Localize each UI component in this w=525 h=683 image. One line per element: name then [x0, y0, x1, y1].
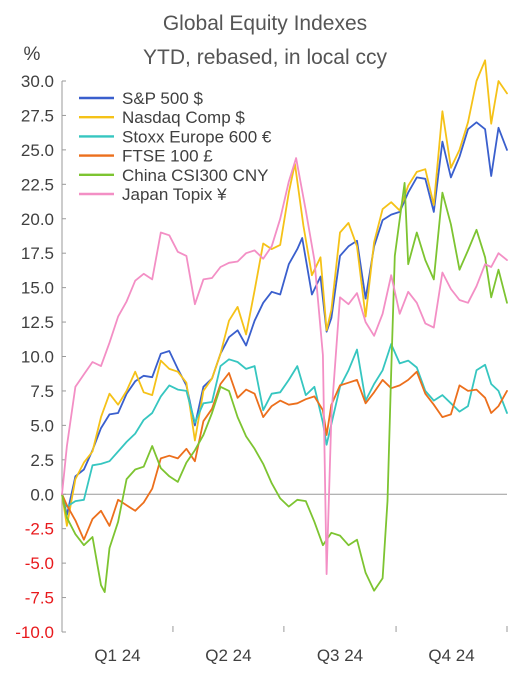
y-tick-label: -5.0	[25, 554, 54, 573]
y-axis-unit-label: %	[24, 44, 41, 65]
legend-label: S&P 500 $	[122, 89, 204, 108]
y-tick-label: 10.0	[21, 348, 54, 367]
y-tick-label: 2.5	[30, 451, 54, 470]
legend-label: Nasdaq Comp $	[122, 108, 245, 127]
y-tick-label: 0.0	[30, 485, 54, 504]
y-tick-label: 7.5	[30, 382, 54, 401]
x-tick-label: Q2 24	[205, 646, 251, 665]
series-line-6	[61, 157, 508, 575]
legend: S&P 500 $Nasdaq Comp $Stoxx Europe 600 €…	[79, 89, 272, 204]
y-tick-label: 25.0	[21, 141, 54, 160]
y-tick-label: 20.0	[21, 210, 54, 229]
chart-title: Global Equity Indexes	[163, 12, 367, 35]
x-axis: Q1 24 Q2 24 Q3 24 Q4 24	[61, 493, 508, 665]
y-tick-label: -7.5	[25, 589, 54, 608]
y-tick-label: 17.5	[21, 244, 54, 263]
series-line-5	[61, 181, 508, 593]
legend-label: Japan Topix ¥	[122, 185, 227, 204]
y-tick-label: 30.0	[21, 72, 54, 91]
legend-label: FTSE 100 £	[122, 147, 213, 166]
series-line-1	[61, 121, 508, 516]
y-tick-label: -10.0	[15, 623, 54, 642]
series-line-2	[61, 59, 508, 527]
legend-label: China CSI300 CNY	[122, 166, 268, 185]
y-tick-label: 15.0	[21, 279, 54, 298]
y-tick-label: 22.5	[21, 175, 54, 194]
legend-label: Stoxx Europe 600 €	[122, 127, 272, 146]
y-tick-label: 5.0	[30, 416, 54, 435]
x-tick-label: Q4 24	[428, 646, 474, 665]
series-line-3	[61, 343, 508, 508]
chart-subtitle: YTD, rebased, in local ccy	[143, 46, 387, 69]
y-tick-label: 12.5	[21, 313, 54, 332]
x-tick-label: Q1 24	[94, 646, 140, 665]
y-axis: 30.0 27.5 25.0 22.5 20.0 17.5 15.0 12.5 10.0 7.5 5…	[15, 72, 66, 642]
series-line-4	[61, 370, 508, 541]
y-tick-label: -2.5	[25, 520, 54, 539]
x-tick-label: Q3 24	[317, 646, 363, 665]
y-tick-label: 27.5	[21, 106, 54, 125]
series-lines	[61, 59, 508, 593]
